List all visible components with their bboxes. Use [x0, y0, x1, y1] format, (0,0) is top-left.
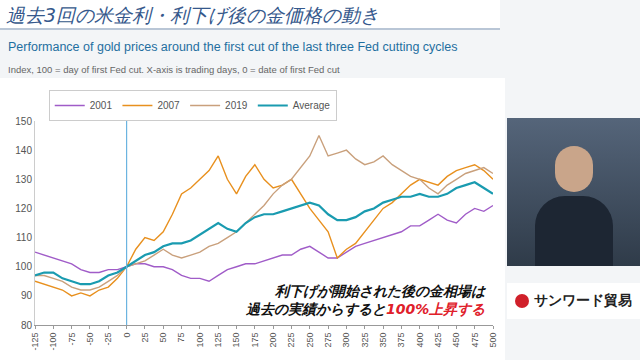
- svg-text:50: 50: [158, 333, 168, 343]
- svg-text:-50: -50: [85, 333, 95, 346]
- svg-text:2007: 2007: [157, 100, 180, 111]
- svg-text:225: 225: [286, 333, 296, 348]
- svg-text:400: 400: [415, 333, 425, 348]
- svg-text:250: 250: [305, 333, 315, 348]
- svg-text:Average: Average: [293, 100, 331, 111]
- svg-text:75: 75: [176, 333, 186, 343]
- svg-text:325: 325: [360, 333, 370, 348]
- svg-text:125: 125: [213, 333, 223, 348]
- svg-text:500: 500: [488, 333, 498, 348]
- svg-text:450: 450: [451, 333, 461, 348]
- svg-text:-100: -100: [48, 333, 58, 351]
- svg-text:200: 200: [268, 333, 278, 348]
- svg-text:425: 425: [433, 333, 443, 348]
- html-text:過去3回の米金利・利下げ後の金価格の動き: 過去3回の米金利・利下げ後の金価格の動き: [6, 4, 380, 26]
- svg-text:2001: 2001: [90, 100, 113, 111]
- svg-text:-125: -125: [30, 333, 40, 351]
- html-text:Performance of gold prices aro: Performance of gold prices around the fi…: [8, 40, 458, 54]
- svg-text:140: 140: [15, 145, 32, 156]
- svg-text:375: 375: [396, 333, 406, 348]
- svg-text:150: 150: [231, 333, 241, 348]
- svg-text:利下げが開始された後の金相場は過去の実績からすると100%上: 利下げが開始された後の金相場は過去の実績からすると100%上昇する: [245, 283, 486, 317]
- svg-text:275: 275: [323, 333, 333, 348]
- svg-text:90: 90: [21, 290, 33, 301]
- svg-text:-75: -75: [67, 333, 77, 346]
- svg-text:-25: -25: [103, 333, 113, 346]
- svg-text:100: 100: [15, 261, 32, 272]
- svg-text:25: 25: [140, 333, 150, 343]
- svg-text:0: 0: [122, 333, 132, 338]
- html-text:サンワード貿易: サンワード貿易: [534, 292, 632, 308]
- svg-text:110: 110: [16, 232, 32, 243]
- svg-text:120: 120: [15, 203, 32, 214]
- svg-text:350: 350: [378, 333, 388, 348]
- svg-text:300: 300: [341, 333, 351, 348]
- html-text:Index, 100 = day of first Fed: Index, 100 = day of first Fed cut. X-axi…: [8, 64, 340, 75]
- svg-text:475: 475: [470, 333, 480, 348]
- svg-text:130: 130: [15, 174, 32, 185]
- svg-text:175: 175: [250, 333, 260, 348]
- svg-text:150: 150: [15, 116, 32, 127]
- svg-text:100: 100: [195, 333, 205, 348]
- svg-text:80: 80: [21, 320, 33, 331]
- svg-text:2019: 2019: [225, 100, 248, 111]
